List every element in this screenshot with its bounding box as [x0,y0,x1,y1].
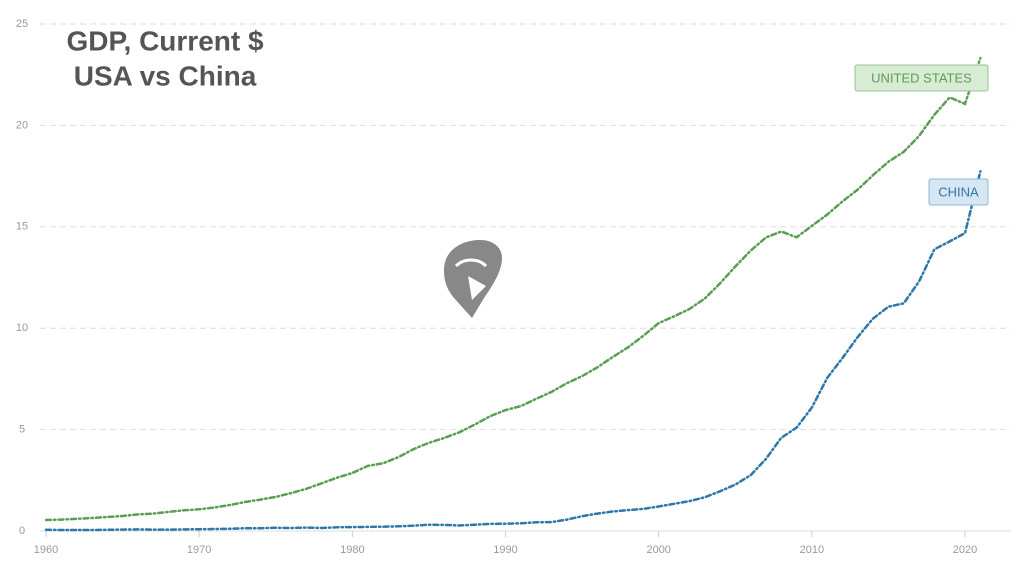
x-tick-label: 1990 [493,544,517,556]
series-line [44,56,982,522]
y-tick-label: 20 [16,119,28,131]
y-tick-label: 15 [16,221,28,233]
series-label-box [854,64,989,92]
x-tick-label: 2020 [953,544,977,556]
logo [444,240,502,318]
x-tick-label: 1980 [340,544,364,556]
series-label: CHINA [938,184,979,199]
x-tick-label: 2000 [646,544,670,556]
x-tick-label: 1960 [34,544,58,556]
y-tick-label: 10 [16,322,28,334]
series-line [44,170,982,532]
chart-subtitle: USA vs China [74,60,257,91]
y-tick-label: 5 [19,424,25,436]
x-tick-label: 1970 [187,544,211,556]
x-tick-label: 2010 [800,544,824,556]
series-label: UNITED STATES [871,70,972,85]
y-tick-label: 0 [19,525,25,537]
series-label-box [928,178,989,206]
chart-title: GDP, Current $ [66,25,264,56]
y-tick-label: 25 [16,18,28,30]
